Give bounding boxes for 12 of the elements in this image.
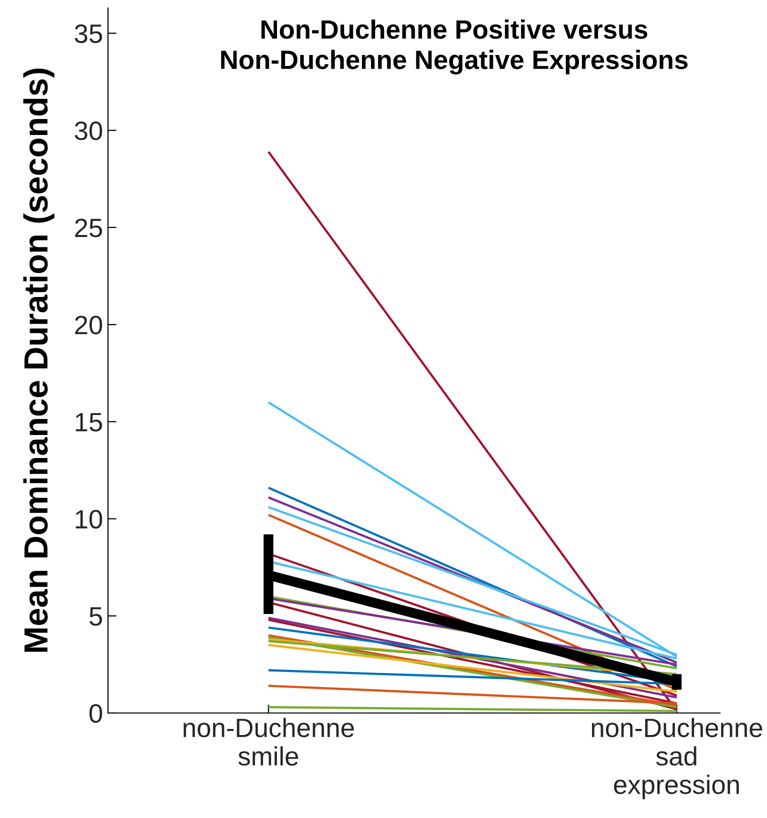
x-tick-label: non-Duchenne smile xyxy=(184,718,354,766)
y-tick-label: 35 xyxy=(74,24,102,44)
y-tick-label: 10 xyxy=(76,510,102,529)
y-tick-label: 20 xyxy=(75,316,102,334)
y-tick-label: 15 xyxy=(76,413,102,432)
text: Non-Duchenne Positive versus Non-Duchenne Negative Expressions xyxy=(221,19,688,75)
y-axis-title: Mean Dominance Duration (seconds) xyxy=(23,68,54,652)
y-tick-label: 25 xyxy=(75,218,102,238)
x-tick-label: non-Duchenne sad expression xyxy=(592,718,762,800)
y-tick-label: 30 xyxy=(74,121,102,140)
y-tick-label: 5 xyxy=(90,607,102,626)
y-tick-label: 0 xyxy=(89,704,102,723)
